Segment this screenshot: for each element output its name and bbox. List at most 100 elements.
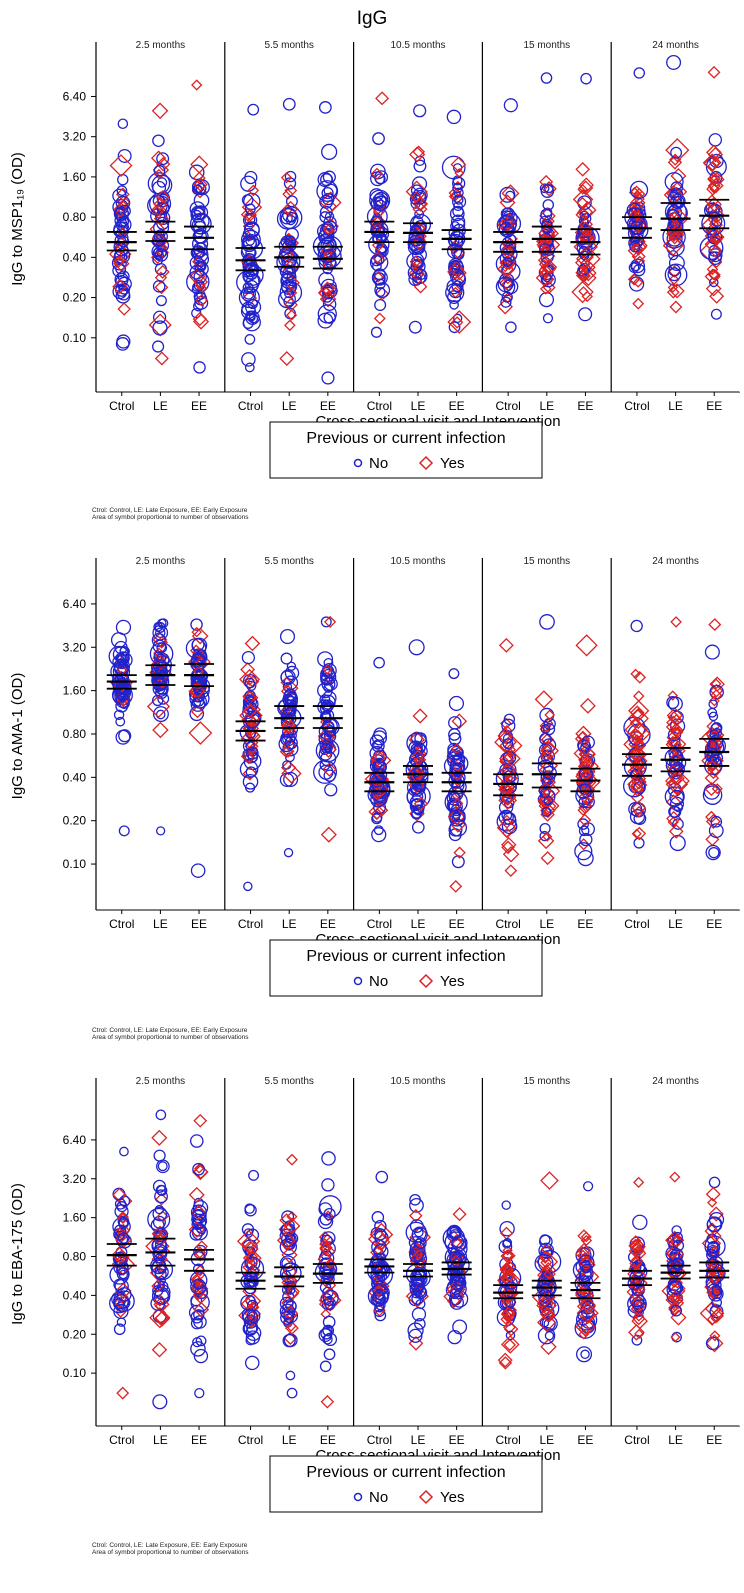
data-point-yes bbox=[705, 144, 722, 161]
data-point-no bbox=[194, 1285, 209, 1300]
data-point-no bbox=[669, 1280, 684, 1295]
data-point-yes bbox=[240, 662, 256, 678]
data-point-no bbox=[319, 211, 332, 223]
data-point-no bbox=[283, 847, 294, 858]
data-point-yes bbox=[665, 1290, 684, 1310]
panel-title: 24 months bbox=[652, 1076, 699, 1087]
data-point-no bbox=[710, 815, 723, 828]
data-point-no bbox=[666, 54, 682, 70]
data-point-no bbox=[156, 152, 170, 166]
data-point-no bbox=[285, 195, 298, 208]
point-group bbox=[570, 634, 601, 867]
data-point-yes bbox=[413, 1249, 424, 1260]
footnote-line-2: Area of symbol proportional to number of… bbox=[92, 1034, 249, 1041]
data-point-yes bbox=[191, 79, 203, 91]
data-point-no bbox=[191, 235, 209, 253]
data-point-no bbox=[242, 288, 255, 300]
point-group bbox=[699, 65, 730, 320]
data-point-yes bbox=[153, 1310, 171, 1327]
data-point-no bbox=[115, 274, 129, 288]
data-point-no bbox=[371, 1211, 385, 1224]
data-point-no bbox=[279, 1262, 302, 1285]
point-group bbox=[145, 618, 176, 836]
y-tick-label: 0.40 bbox=[63, 1288, 87, 1302]
data-point-no bbox=[372, 233, 383, 245]
data-point-no bbox=[283, 695, 297, 709]
data-point-yes bbox=[710, 1313, 721, 1324]
data-point-no bbox=[152, 134, 165, 148]
data-point-no bbox=[375, 1170, 389, 1184]
data-point-no bbox=[449, 818, 468, 837]
data-point-no bbox=[374, 226, 390, 242]
data-point-no bbox=[370, 215, 384, 230]
data-point-yes bbox=[153, 168, 165, 180]
data-point-yes bbox=[705, 1186, 721, 1202]
data-point-yes bbox=[633, 1176, 645, 1188]
data-point-yes bbox=[539, 207, 556, 225]
data-point-no bbox=[500, 296, 512, 308]
data-point-no bbox=[538, 1242, 555, 1259]
data-point-no bbox=[370, 222, 386, 239]
data-point-yes bbox=[578, 286, 589, 297]
data-point-yes bbox=[325, 1246, 336, 1257]
data-point-no bbox=[191, 638, 205, 652]
data-point-yes bbox=[322, 1210, 334, 1222]
data-point-yes bbox=[668, 824, 684, 839]
data-point-no bbox=[286, 1387, 298, 1399]
data-point-yes bbox=[665, 772, 689, 796]
x-tick-label: LE bbox=[539, 917, 554, 931]
data-point-no bbox=[502, 1238, 513, 1248]
data-point-no bbox=[449, 1288, 460, 1300]
data-point-no bbox=[113, 1303, 129, 1320]
data-point-no bbox=[193, 1279, 204, 1290]
point-group bbox=[621, 67, 652, 310]
data-point-yes bbox=[631, 709, 645, 723]
data-point-yes bbox=[279, 350, 295, 366]
x-tick-label: LE bbox=[668, 399, 683, 413]
data-point-no bbox=[282, 1333, 296, 1348]
data-point-yes bbox=[501, 840, 515, 855]
data-point-no bbox=[408, 740, 423, 755]
data-point-yes bbox=[241, 1236, 256, 1251]
data-point-no bbox=[286, 661, 297, 671]
data-point-no bbox=[240, 1294, 257, 1311]
data-point-no bbox=[374, 1219, 387, 1233]
data-point-no bbox=[411, 176, 428, 192]
data-point-no bbox=[672, 195, 685, 208]
footnote-line-1: Ctrol: Control, LE: Late Exposure, EE: E… bbox=[92, 1027, 248, 1034]
data-point-yes bbox=[541, 798, 557, 814]
y-tick-label: 6.40 bbox=[63, 1133, 87, 1147]
data-point-no bbox=[117, 148, 132, 163]
point-group bbox=[312, 615, 343, 843]
data-point-no bbox=[414, 1318, 426, 1330]
data-point-no bbox=[244, 362, 255, 373]
data-point-yes bbox=[111, 1246, 129, 1264]
data-point-no bbox=[193, 361, 206, 374]
data-point-yes bbox=[375, 782, 389, 797]
legend-title: Previous or current infection bbox=[306, 948, 505, 965]
data-point-no bbox=[413, 104, 427, 118]
data-point-no bbox=[284, 665, 300, 681]
data-point-yes bbox=[711, 232, 722, 243]
data-point-no bbox=[156, 1159, 170, 1174]
data-point-no bbox=[629, 809, 646, 825]
data-point-no bbox=[115, 211, 126, 222]
data-point-no bbox=[711, 1285, 723, 1297]
data-point-no bbox=[192, 1213, 208, 1229]
data-point-yes bbox=[409, 255, 422, 268]
data-point-yes bbox=[283, 723, 294, 734]
data-point-no bbox=[319, 194, 334, 209]
data-point-no bbox=[112, 284, 128, 300]
charts-container: IgG to MSP1₁₉ (OD) 6.40 3.20 1.60 0.80 0.40 0.… bbox=[9, 40, 741, 1556]
data-point-no bbox=[280, 652, 293, 665]
data-point-no bbox=[118, 698, 130, 709]
data-point-no bbox=[322, 1315, 336, 1329]
data-point-yes bbox=[192, 1163, 209, 1181]
data-point-yes bbox=[276, 1231, 296, 1250]
data-point-no bbox=[538, 233, 554, 249]
data-point-yes bbox=[581, 290, 593, 303]
data-point-no bbox=[277, 698, 296, 717]
data-point-yes bbox=[627, 776, 643, 793]
data-point-yes bbox=[502, 1307, 515, 1320]
data-point-no bbox=[672, 1231, 683, 1243]
